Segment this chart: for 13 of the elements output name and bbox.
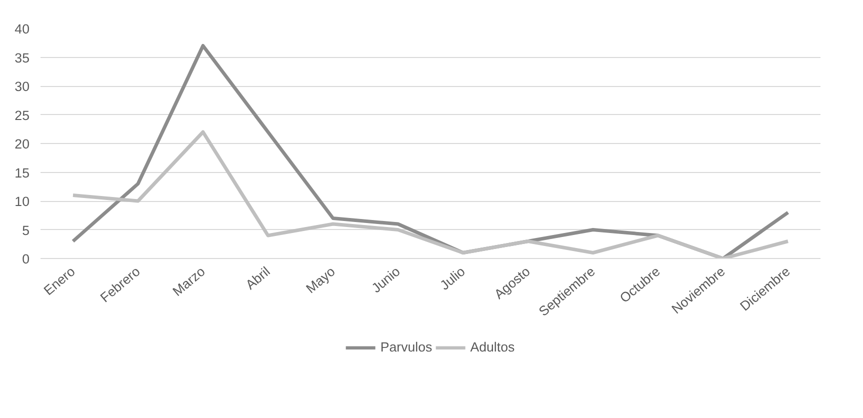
y-tick-label: 5 <box>22 222 30 238</box>
y-tick-label: 20 <box>14 136 30 152</box>
legend-label: Adultos <box>470 340 515 354</box>
y-tick-label: 0 <box>22 252 30 266</box>
x-tick-label: Julio <box>437 264 468 293</box>
y-tick-label: 35 <box>14 50 30 66</box>
y-tick-label: 15 <box>14 165 30 180</box>
y-tick-label: 40 <box>14 22 30 36</box>
legend-label: Parvulos <box>380 340 432 354</box>
y-tick-label: 30 <box>14 79 30 94</box>
line-series <box>71 130 790 258</box>
y-tick-label: 10 <box>14 194 30 209</box>
y-tick-label: 25 <box>14 108 30 123</box>
